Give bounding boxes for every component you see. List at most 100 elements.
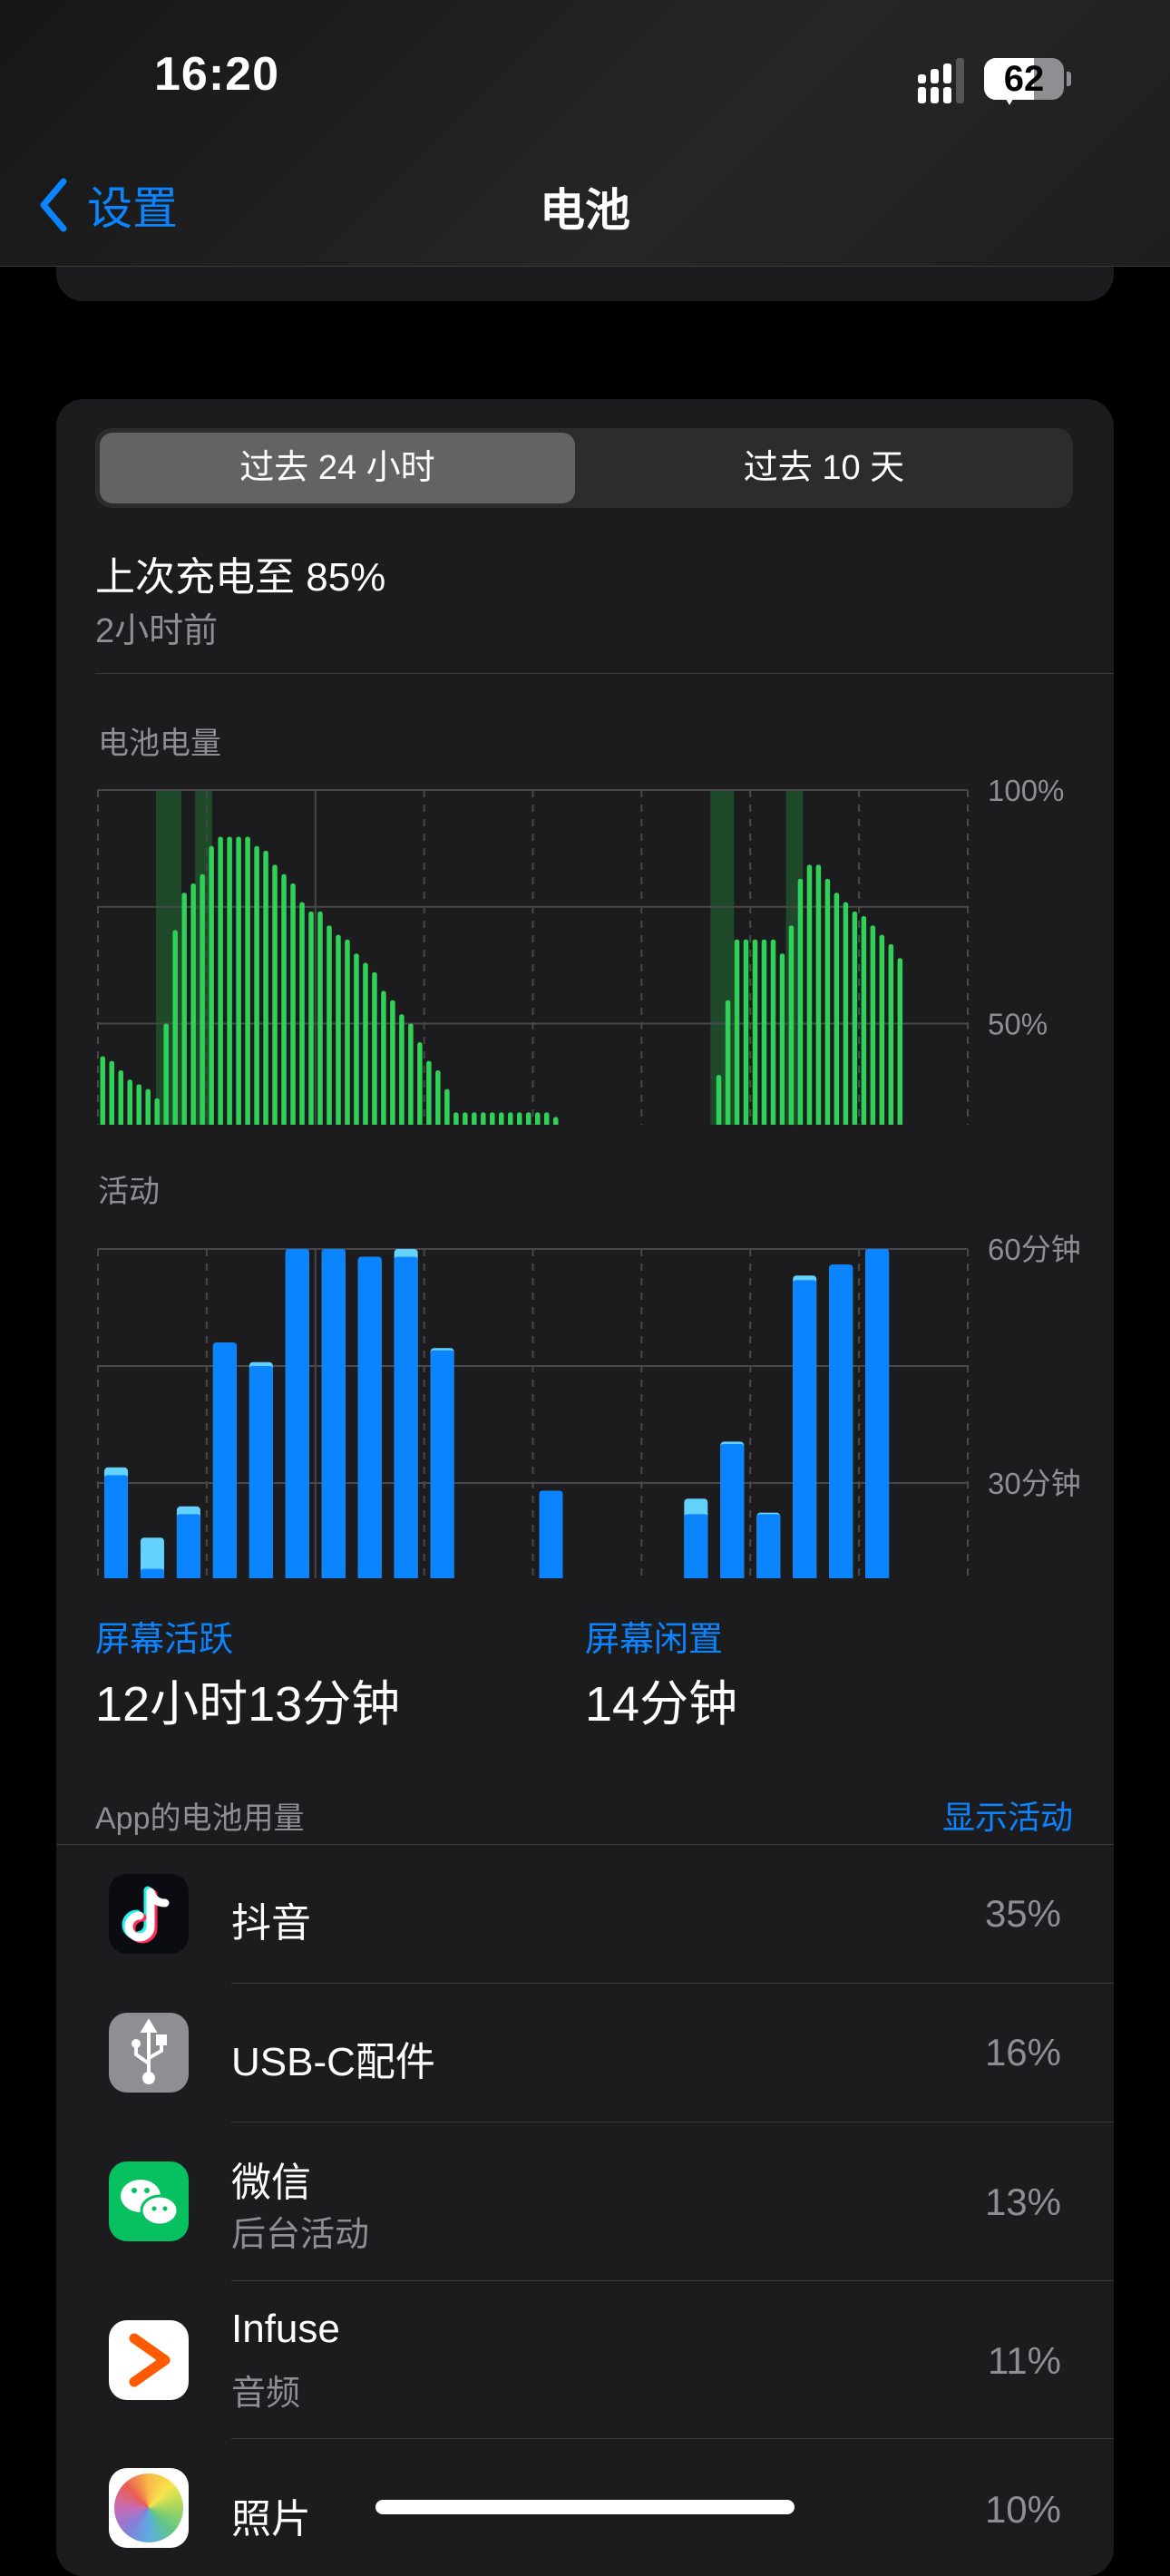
battery-level-bar [463, 1112, 468, 1125]
battery-level-bar [390, 1000, 395, 1125]
time-range-segmented-control: 过去 24 小时 过去 10 天 [95, 428, 1073, 508]
app-name: 抖音 [231, 1901, 311, 1946]
screen-on-activity-bar [684, 1514, 708, 1578]
battery-level-bar [136, 1084, 141, 1125]
battery-level-bar [861, 916, 867, 1125]
back-button[interactable]: 设置 [34, 172, 178, 238]
battery-level-bar [734, 939, 740, 1125]
infuse-icon [109, 2320, 189, 2400]
y-tick-label: 60分钟 [988, 1233, 1081, 1266]
screen-on-activity-bar [539, 1490, 563, 1578]
divider [95, 673, 1114, 674]
battery-level-bar [824, 878, 831, 1125]
show-activity-button[interactable]: 显示活动 [941, 1799, 1073, 1836]
charging-period-band [710, 790, 735, 1125]
battery-level-bar [181, 893, 187, 1125]
battery-level-bar [281, 873, 287, 1125]
page-title: 电池 [540, 185, 630, 236]
screen-active-value: 12小时13分钟 [95, 1677, 401, 1732]
activity-chart: 60分钟30分钟0分钟18210时03060912时157月10日7月11日 [97, 1233, 1081, 1578]
battery-level-bar [481, 1112, 486, 1125]
battery-level-bar [725, 1000, 731, 1125]
screen-on-activity-bar [176, 1514, 200, 1578]
battery-level-bar [345, 939, 350, 1125]
battery-level-bar [190, 883, 196, 1125]
battery-level-bar [788, 925, 795, 1125]
app-row-wechat[interactable]: 微信 后台活动 13% [56, 2122, 1114, 2281]
navigation-bar [0, 0, 1170, 267]
app-percent: 13% [984, 2181, 1061, 2223]
battery-level-bar [797, 878, 804, 1125]
battery-level-bar [526, 1112, 531, 1125]
battery-level-bar [770, 939, 776, 1125]
home-indicator[interactable] [375, 2500, 795, 2514]
battery-icon: 62 [984, 58, 1064, 100]
battery-tip [1067, 72, 1071, 86]
screen-on-activity-bar [249, 1366, 273, 1578]
battery-level-bar [499, 1112, 504, 1125]
row-separator [231, 1983, 1114, 1984]
battery-level-bar [779, 953, 785, 1125]
battery-level-bar [272, 864, 278, 1125]
battery-level-bar [888, 943, 894, 1125]
app-name: 照片 [231, 2497, 311, 2542]
battery-level-bar [363, 962, 368, 1125]
battery-level-bar [535, 1112, 541, 1125]
battery-level-bar [743, 939, 749, 1125]
screen-off-activity-bar [140, 1537, 164, 1578]
battery-level-bar [299, 902, 305, 1125]
screen-active-label: 屏幕活跃 [95, 1621, 234, 1659]
screen-on-activity-bar [793, 1280, 817, 1578]
battery-level-bar [336, 934, 341, 1125]
battery-level-bar [381, 990, 386, 1125]
battery-level-bar [109, 1060, 114, 1125]
battery-level-bar [263, 850, 268, 1125]
back-label: 设置 [87, 183, 178, 234]
app-row-photos[interactable]: 照片 10% [56, 2439, 1114, 2566]
chevron-left-icon [40, 178, 67, 232]
battery-level-bar [100, 1056, 105, 1125]
y-tick-label: 30分钟 [988, 1467, 1081, 1500]
app-percent: 16% [984, 2031, 1061, 2073]
app-row-infuse[interactable]: Infuse 音频 11% [56, 2281, 1114, 2439]
battery-level-bar [852, 911, 858, 1125]
battery-level-bar [815, 864, 822, 1125]
battery-level-bar [209, 845, 214, 1125]
battery-level-bar [490, 1112, 495, 1125]
battery-level-bar [552, 1117, 559, 1125]
app-row-usb-c-accessory[interactable]: USB-C配件 16% [56, 1984, 1114, 2122]
row-separator [231, 2280, 1114, 2281]
last-charge-time: 2小时前 [95, 612, 219, 650]
battery-level-bar [245, 836, 250, 1125]
battery-level-bar [517, 1112, 522, 1125]
activity-label: 活动 [98, 1175, 160, 1209]
app-percent: 35% [984, 1892, 1061, 1935]
segment-last-10-days[interactable]: 过去 10 天 [743, 449, 905, 487]
battery-level-bar [354, 953, 359, 1125]
app-subtitle: 后台活动 [231, 2216, 370, 2254]
battery-level-bar [716, 1075, 722, 1125]
battery-level-bar [834, 893, 840, 1125]
battery-level-bar [435, 1070, 441, 1125]
segment-last-24-hours[interactable]: 过去 24 小时 [100, 433, 575, 503]
last-charge-title: 上次充电至 85% [95, 555, 386, 600]
battery-level-bar [897, 958, 903, 1125]
app-name: Infuse [231, 2307, 340, 2351]
screen-on-activity-bar [104, 1475, 128, 1578]
battery-level-bar [227, 836, 232, 1125]
battery-level-bar [372, 971, 377, 1125]
status-time: 16:20 [154, 48, 279, 101]
app-percent: 11% [988, 2339, 1061, 2382]
app-percent: 10% [984, 2488, 1061, 2531]
battery-level-bar [327, 925, 332, 1125]
row-separator [231, 2438, 1114, 2439]
battery-level-bar [200, 873, 205, 1125]
battery-level-bar [444, 1088, 450, 1125]
battery-level-bar [417, 1042, 423, 1125]
battery-level-bar [154, 1098, 160, 1125]
screen-on-activity-bar [394, 1256, 418, 1578]
battery-level-bar [218, 836, 223, 1125]
battery-level-bar [254, 845, 259, 1125]
cellular-signal-icon [918, 58, 964, 103]
app-row-douyin[interactable]: 抖音 35% [56, 1845, 1114, 1984]
